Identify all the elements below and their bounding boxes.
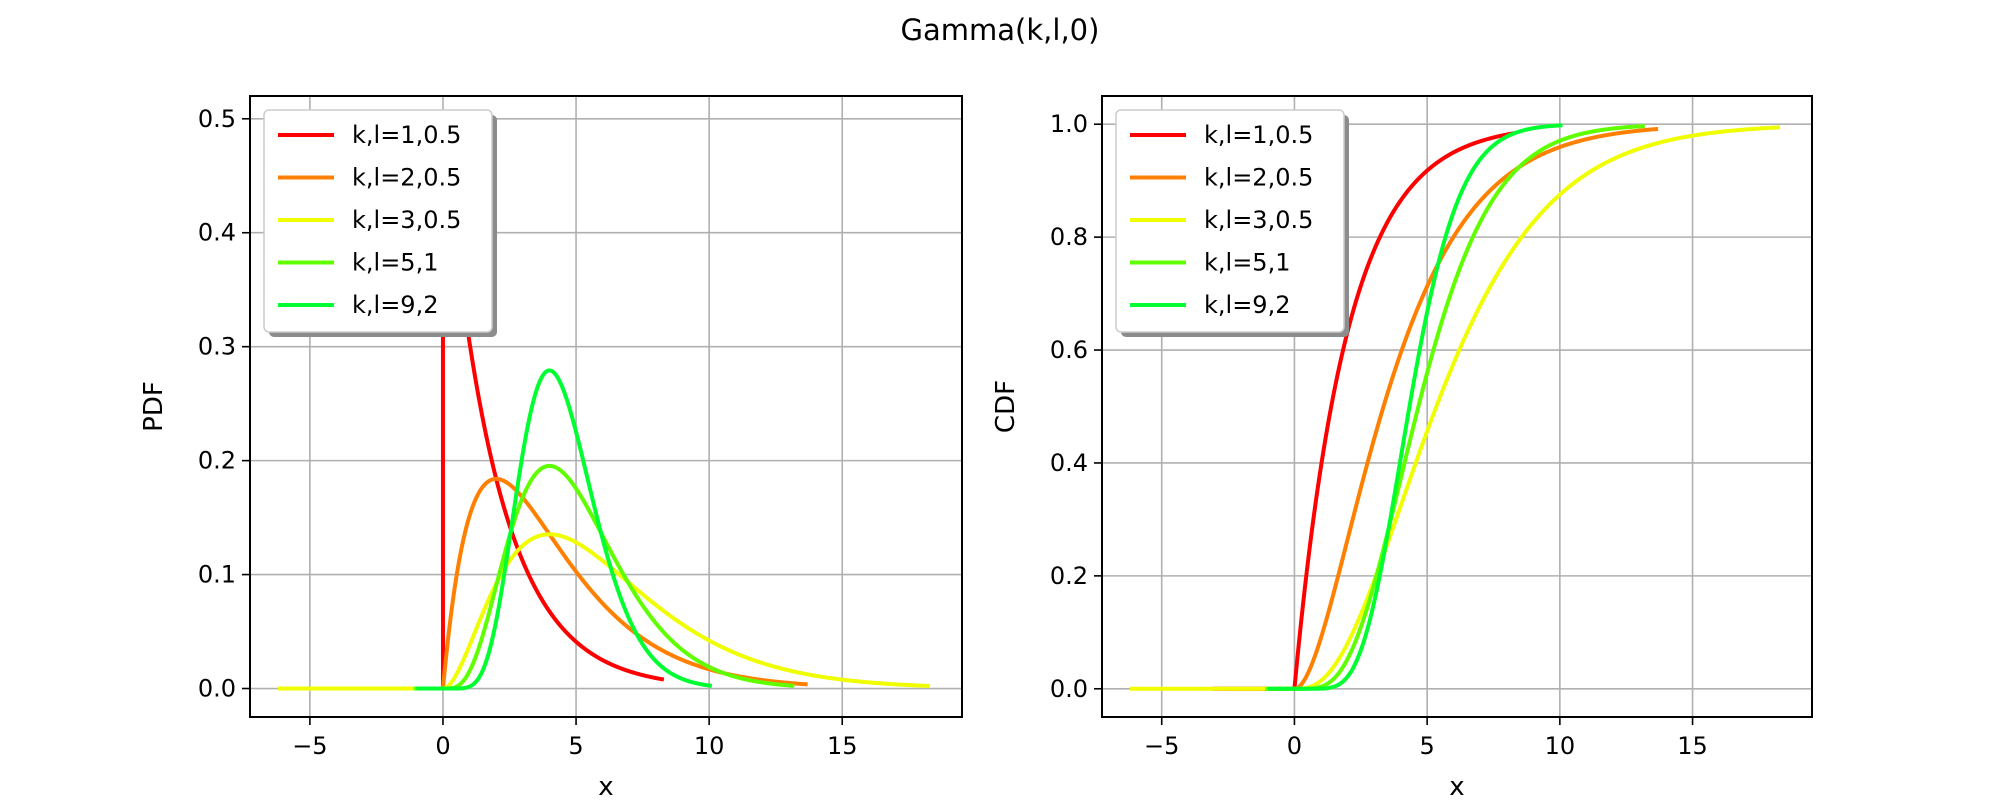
cdf-legend-box (1115, 109, 1345, 333)
pdf-y-tick-label: 0.5 (198, 105, 236, 133)
cdf-x-axis-label: x (1449, 772, 1464, 800)
pdf-x-tick-label: −5 (292, 732, 327, 760)
cdf-x-tick-label: 15 (1677, 732, 1708, 760)
cdf-y-tick-label: 0.0 (1050, 675, 1088, 703)
pdf-y-tick-label: 0.0 (198, 675, 236, 703)
cdf-series-line-2 (1222, 126, 1660, 691)
cdf-x-tick-label: 5 (1419, 732, 1434, 760)
cdf-x-tick-label: −5 (1144, 732, 1179, 760)
cdf-y-tick-label: 1.0 (1050, 110, 1088, 138)
pdf-x-tick-label: 10 (694, 732, 725, 760)
pdf-x-axis-label: x (598, 772, 613, 800)
pdf-legend-label-5: k,l=9,2 (352, 291, 438, 319)
cdf-series-line-1 (1212, 131, 1517, 691)
cdf-legend-label-2: k,l=2,0.5 (1204, 164, 1313, 192)
pdf-legend-label-2: k,l=2,0.5 (352, 164, 461, 192)
pdf-axes-frame (249, 95, 963, 718)
pdf-panel: −5 0 5 10 150.00.10.20.30.40.5xPDFk,l=1,0.5k… (139, 95, 963, 800)
pdf-legend-box (263, 109, 493, 333)
cdf-y-tick-label: 0.6 (1050, 336, 1088, 364)
cdf-x-tick-label: 0 (1287, 732, 1302, 760)
cdf-legend-label-4: k,l=5,1 (1204, 249, 1290, 277)
cdf-y-tick-label: 0.8 (1050, 223, 1088, 251)
pdf-legend-label-3: k,l=3,0.5 (352, 206, 461, 234)
cdf-y-tick-label: 0.4 (1050, 449, 1088, 477)
pdf-y-tick-label: 0.2 (198, 447, 236, 475)
pdf-series-line-5 (416, 368, 714, 691)
pdf-legend-label-1: k,l=1,0.5 (352, 121, 461, 149)
cdf-legend-label-5: k,l=9,2 (1204, 291, 1290, 319)
cdf-y-axis-label: CDF (991, 380, 1021, 433)
pdf-series-line-3 (277, 532, 932, 691)
pdf-x-tick-label: 15 (827, 732, 858, 760)
pdf-x-tick-label: 0 (435, 732, 450, 760)
pdf-y-axis-label: PDF (139, 381, 169, 432)
cdf-legend: k,l=1,0.5 k,l=2,0.5 k,l=3,0.5 k,l=5,1 k,l=9,… (1115, 109, 1349, 337)
cdf-legend-label-1: k,l=1,0.5 (1204, 121, 1313, 149)
pdf-series-line-4 (413, 463, 796, 691)
figure-title: Gamma(k,l,0) (901, 13, 1100, 47)
cdf-series-line-5 (1267, 123, 1564, 691)
pdf-x-tick-label: 5 (568, 732, 583, 760)
cdf-axes-frame (1101, 95, 1813, 718)
pdf-y-tick-label: 0.1 (198, 561, 236, 589)
cdf-series-line-4 (1265, 124, 1647, 691)
cdf-x-tick-label: 10 (1545, 732, 1576, 760)
pdf-series-line-1 (360, 116, 666, 691)
cdf-panel: −5 0 5 10 150.00.20.40.60.81.0xCDFk,l=1,0.5k… (991, 95, 1813, 800)
pdf-legend: k,l=1,0.5 k,l=2,0.5 k,l=3,0.5 k,l=5,1 k,l=9,… (263, 109, 497, 337)
pdf-y-tick-label: 0.3 (198, 333, 236, 361)
cdf-legend-label-3: k,l=3,0.5 (1204, 206, 1313, 234)
pdf-y-tick-label: 0.4 (198, 219, 236, 247)
cdf-y-tick-label: 0.2 (1050, 562, 1088, 590)
pdf-legend-label-4: k,l=5,1 (352, 249, 438, 277)
